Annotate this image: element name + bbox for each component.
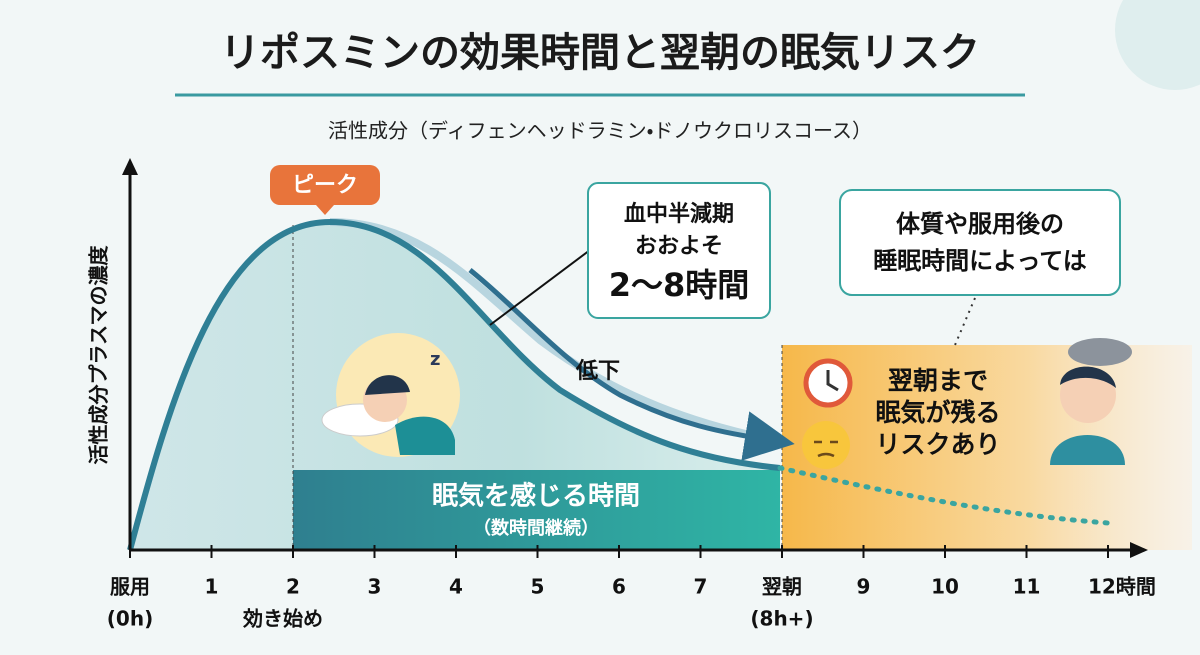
decline-arrow [468, 268, 795, 461]
drowsy-band [293, 470, 780, 550]
x-tick-label: 9 [857, 575, 871, 599]
title: リポスミンの効果時間と翌朝の眠気リスク [220, 30, 980, 76]
band-label: 眠気を感じる時間 [432, 481, 640, 512]
x-tick-label: 3 [368, 575, 382, 599]
risk-text: 眠気が残る [875, 398, 1000, 427]
callout-text: 体質や服用後の [896, 210, 1064, 238]
decline-arrow-light [329, 218, 773, 444]
x-axis-ticks: 服用 1 2 3 4 5 6 7 翌朝 9 10 11 12時間 (0h) 効き始め (8h+) [107, 545, 1156, 631]
person-body [1050, 435, 1125, 465]
callout-text: おおよそ [635, 234, 723, 259]
risk-text: 翌朝まで [888, 366, 988, 395]
callout-text: 血中半減期 [624, 201, 734, 227]
peak-label: ピーク [292, 173, 358, 198]
x-tick-label: 11 [1013, 575, 1041, 599]
callout-line [489, 249, 591, 326]
cloud [1068, 338, 1132, 366]
x-tick-label: 7 [694, 575, 708, 599]
peak-badge [270, 165, 380, 205]
concentration-curve [127, 218, 781, 551]
x-tick-label: 4 [449, 575, 463, 599]
callout-text: 2〜8時間 [609, 266, 750, 304]
blanket [395, 416, 455, 455]
y-axis-label: 活性成分プラスマの濃度 [87, 245, 111, 465]
sleepy-face [802, 421, 850, 469]
x-tick-label: 翌朝 [762, 575, 802, 599]
x-tick-label: 12時間 [1088, 575, 1156, 599]
condition-callout [839, 189, 1121, 296]
x-tick-label: 1 [205, 575, 219, 599]
x-axis-arrow [1130, 542, 1148, 558]
person-head [1060, 367, 1116, 423]
band-sublabel: （数時間継続） [473, 517, 599, 539]
peak-pointer [316, 205, 334, 215]
x-tick-label: 2 [286, 575, 300, 599]
risk-text: リスクあり [875, 430, 1000, 459]
x-tick-sublabel: (0h) [107, 607, 153, 631]
x-tick-label: 5 [531, 575, 545, 599]
person-hair [1060, 366, 1116, 388]
clock-hands [826, 370, 839, 392]
subtitle: 活性成分（ディフェンヘッドラミン・ドノウクロリスコース） [328, 119, 872, 143]
x-tick-sublabel: (8h+) [750, 607, 813, 631]
half-life-callout [587, 182, 771, 319]
x-tick-label: 服用 [110, 575, 150, 599]
x-tick-sublabel: 効き始め [242, 607, 323, 631]
residual-curve [777, 465, 1111, 526]
y-axis-arrow [122, 158, 138, 175]
zzz: z [430, 349, 440, 370]
callout-text: 睡眠時間によっては [873, 247, 1087, 275]
callout-line [954, 297, 976, 346]
x-tick-label: 6 [612, 575, 626, 599]
decor [1115, 0, 1200, 90]
hair [365, 375, 410, 395]
face-lines [814, 440, 838, 458]
x-tick-label: 10 [931, 575, 959, 599]
decline-label: 低下 [575, 359, 620, 384]
